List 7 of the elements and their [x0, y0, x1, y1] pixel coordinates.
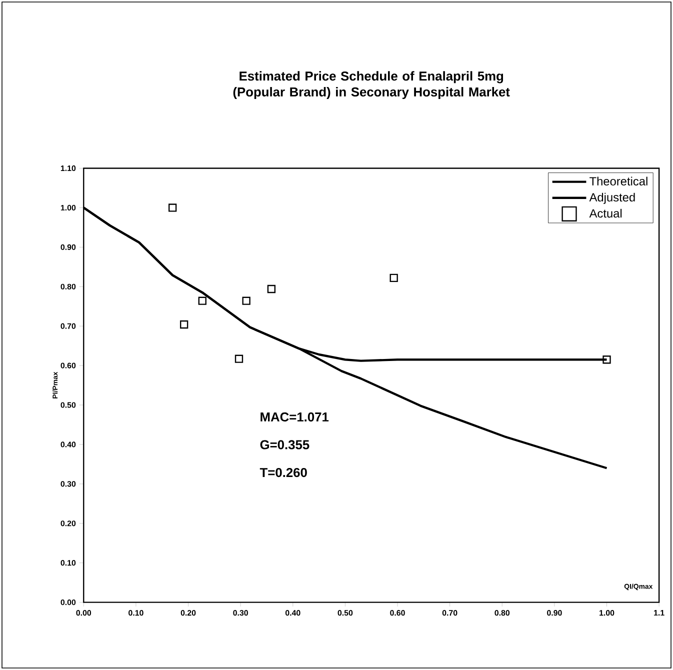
- annotation: MAC=1.071: [260, 412, 329, 422]
- annotation: G=0.355: [260, 440, 310, 450]
- annotation: T=0.260: [260, 468, 307, 478]
- legend-label: Theoretical: [590, 176, 648, 186]
- legend-label: Actual: [589, 208, 622, 218]
- legend-label: Adjusted: [589, 192, 635, 204]
- chart-title: Estimated Price Schedule of Enalapril 5mg (Popular Brand) in Seconary Hospital Market: [233, 71, 510, 100]
